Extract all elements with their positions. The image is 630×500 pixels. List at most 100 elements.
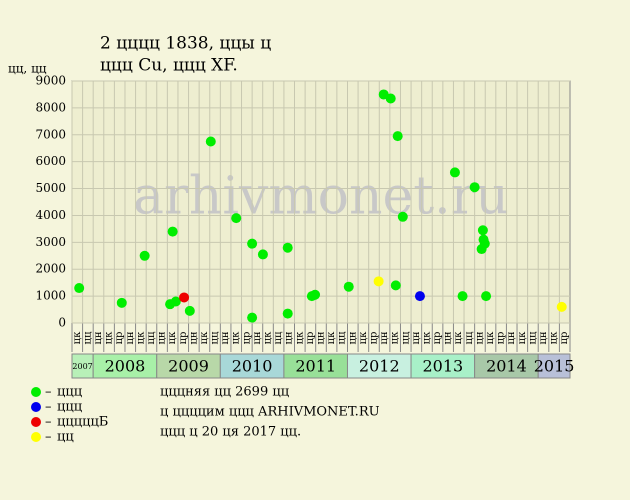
column-label: цк — [72, 331, 83, 344]
column-label: цк — [104, 331, 115, 344]
column-label: цц — [337, 331, 348, 344]
data-point — [184, 305, 195, 316]
column-label: цк — [517, 331, 528, 344]
column-label: цц — [273, 331, 284, 344]
chart-subtitle: ццц Cu, ццц XF. — [100, 56, 238, 76]
data-point — [231, 213, 242, 224]
column-label: цк — [358, 331, 369, 344]
year-band — [537, 353, 571, 379]
column-label: цр — [368, 332, 379, 345]
y-tick-label: 6000 — [35, 154, 66, 168]
data-point — [479, 238, 490, 249]
data-point — [170, 296, 181, 307]
data-point — [179, 292, 190, 303]
y-tick-label: 4000 — [35, 208, 66, 222]
data-point — [139, 250, 150, 261]
watermark: arhivmonet.ru — [133, 167, 509, 227]
legend-dash: – — [45, 400, 52, 415]
y-tick-label: 5000 — [35, 181, 66, 195]
column-label: цк — [485, 331, 496, 344]
year-label: 2009 — [168, 357, 209, 376]
data-point — [205, 136, 216, 147]
data-point — [257, 249, 268, 260]
column-label: цн — [157, 331, 168, 344]
y-axis-label: цц, цц — [8, 62, 47, 76]
y-tick-label: 1000 — [35, 289, 66, 303]
year-band — [410, 353, 476, 379]
year-label: 2008 — [105, 357, 146, 376]
column-label: цн — [316, 331, 327, 344]
column-label: цр — [178, 332, 189, 345]
legend-label: ццц — [57, 400, 82, 415]
data-point — [397, 211, 408, 222]
legend-swatch — [31, 402, 41, 412]
column-label: цк — [135, 331, 146, 344]
data-point — [390, 280, 401, 291]
column-label: цц — [464, 331, 475, 344]
legend-dash: – — [45, 415, 52, 430]
data-point — [310, 289, 321, 300]
chart-title: 2 цццц 1838, ццы ц — [100, 34, 271, 54]
year-band — [219, 353, 285, 379]
column-label: цк — [390, 331, 401, 344]
column-label: цц — [146, 331, 157, 344]
y-tick-label: 0 — [58, 316, 66, 330]
year-label: 2014 — [486, 357, 527, 376]
year-band — [156, 353, 221, 379]
year-label: 2012 — [359, 357, 400, 376]
column-label: цр — [496, 332, 507, 345]
year-band — [474, 353, 539, 379]
year-label: 2015 — [534, 357, 575, 376]
data-point — [477, 225, 488, 236]
column-label: цк — [421, 331, 432, 344]
note: ц ццццим ццц ARHIVMONET.RU — [160, 405, 380, 420]
data-point — [449, 167, 460, 178]
column-label: цк — [263, 331, 274, 344]
y-tick-label: 3000 — [35, 235, 66, 249]
year-band — [283, 353, 348, 379]
column-label: цк — [231, 331, 242, 344]
column-label: цн — [347, 331, 358, 344]
column-label: цц — [527, 331, 538, 344]
legend-swatch — [31, 387, 41, 397]
year-label: 2013 — [422, 357, 463, 376]
column-label: цц — [400, 331, 411, 344]
column-label: цн — [220, 331, 231, 344]
column-label: цн — [125, 331, 136, 344]
y-tick-label: 8000 — [35, 100, 66, 114]
column-label: цн — [284, 331, 295, 344]
data-point — [343, 281, 354, 292]
data-point — [74, 283, 85, 294]
column-label: цр — [305, 332, 316, 345]
column-label: цр — [432, 332, 443, 345]
data-point — [556, 301, 567, 312]
column-label: цр — [114, 332, 125, 345]
legend-label: цццццБ — [57, 415, 108, 430]
data-point — [385, 93, 396, 104]
data-point — [414, 291, 425, 302]
year-band — [346, 353, 412, 379]
data-point — [167, 226, 178, 237]
data-point — [457, 291, 468, 302]
column-label: цк — [549, 331, 560, 344]
column-label: цн — [474, 331, 485, 344]
column-label: цн — [379, 331, 390, 344]
column-label: цн — [93, 331, 104, 344]
note: цццняя цц 2699 цц — [160, 385, 289, 400]
data-point — [282, 308, 293, 319]
column-label: цк — [167, 331, 178, 344]
data-point — [373, 276, 384, 287]
column-label: цк — [294, 331, 305, 344]
data-point — [481, 291, 492, 302]
data-point — [469, 182, 480, 193]
column-label: цн — [443, 331, 454, 344]
y-tick-label: 2000 — [35, 262, 66, 276]
legend-swatch — [31, 432, 41, 442]
year-label: 2010 — [232, 357, 273, 376]
column-label: цр — [559, 332, 570, 345]
y-tick-label: 9000 — [35, 74, 66, 88]
legend-label: ццц — [57, 385, 82, 400]
data-point — [247, 238, 258, 249]
column-label: цц — [210, 331, 221, 344]
